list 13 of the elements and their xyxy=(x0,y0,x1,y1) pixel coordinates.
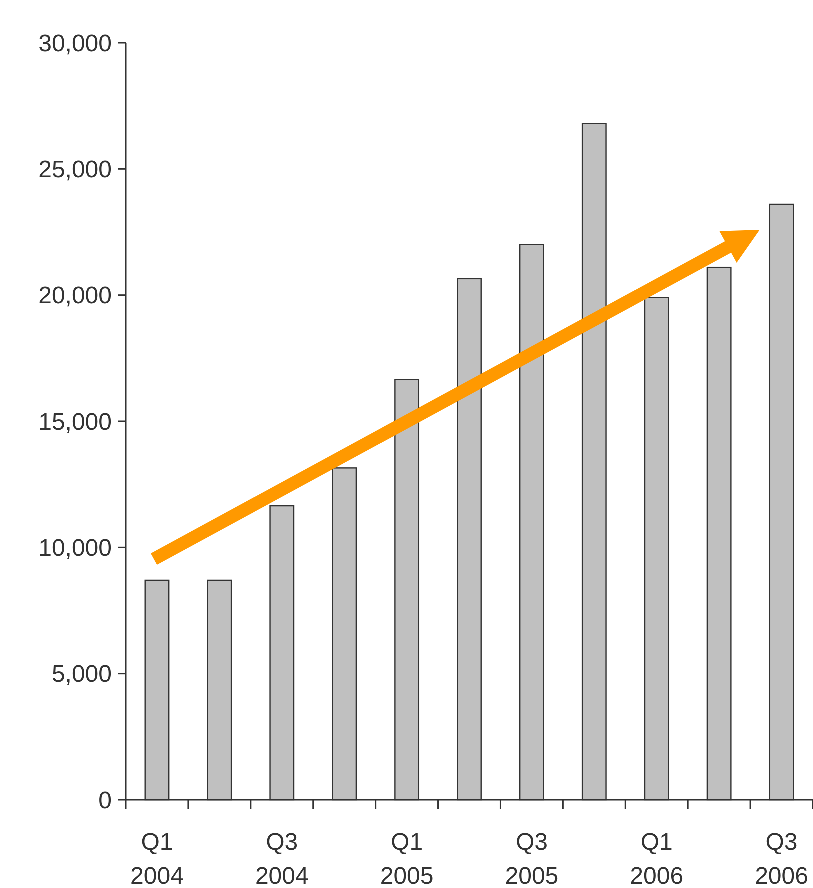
x-tick-label: Q3 2006 xyxy=(755,829,808,888)
y-tick-label: 10,000 xyxy=(38,535,112,562)
x-tick-label: Q3 2005 xyxy=(505,829,559,888)
y-tick-label: 0 xyxy=(98,787,112,814)
x-tick-label: Q1 2004 xyxy=(130,829,184,888)
y-tick-label: 5,000 xyxy=(52,661,112,688)
y-tick-label: 30,000 xyxy=(38,30,112,58)
y-tick-label: 25,000 xyxy=(38,156,112,184)
x-tick-label: Q1 2005 xyxy=(380,829,434,888)
y-tick-label: 20,000 xyxy=(38,282,112,310)
x-tick-label: Q3 2004 xyxy=(255,829,309,888)
x-tick-label: Q1 2006 xyxy=(630,829,684,888)
y-tick-label: 15,000 xyxy=(38,408,112,436)
